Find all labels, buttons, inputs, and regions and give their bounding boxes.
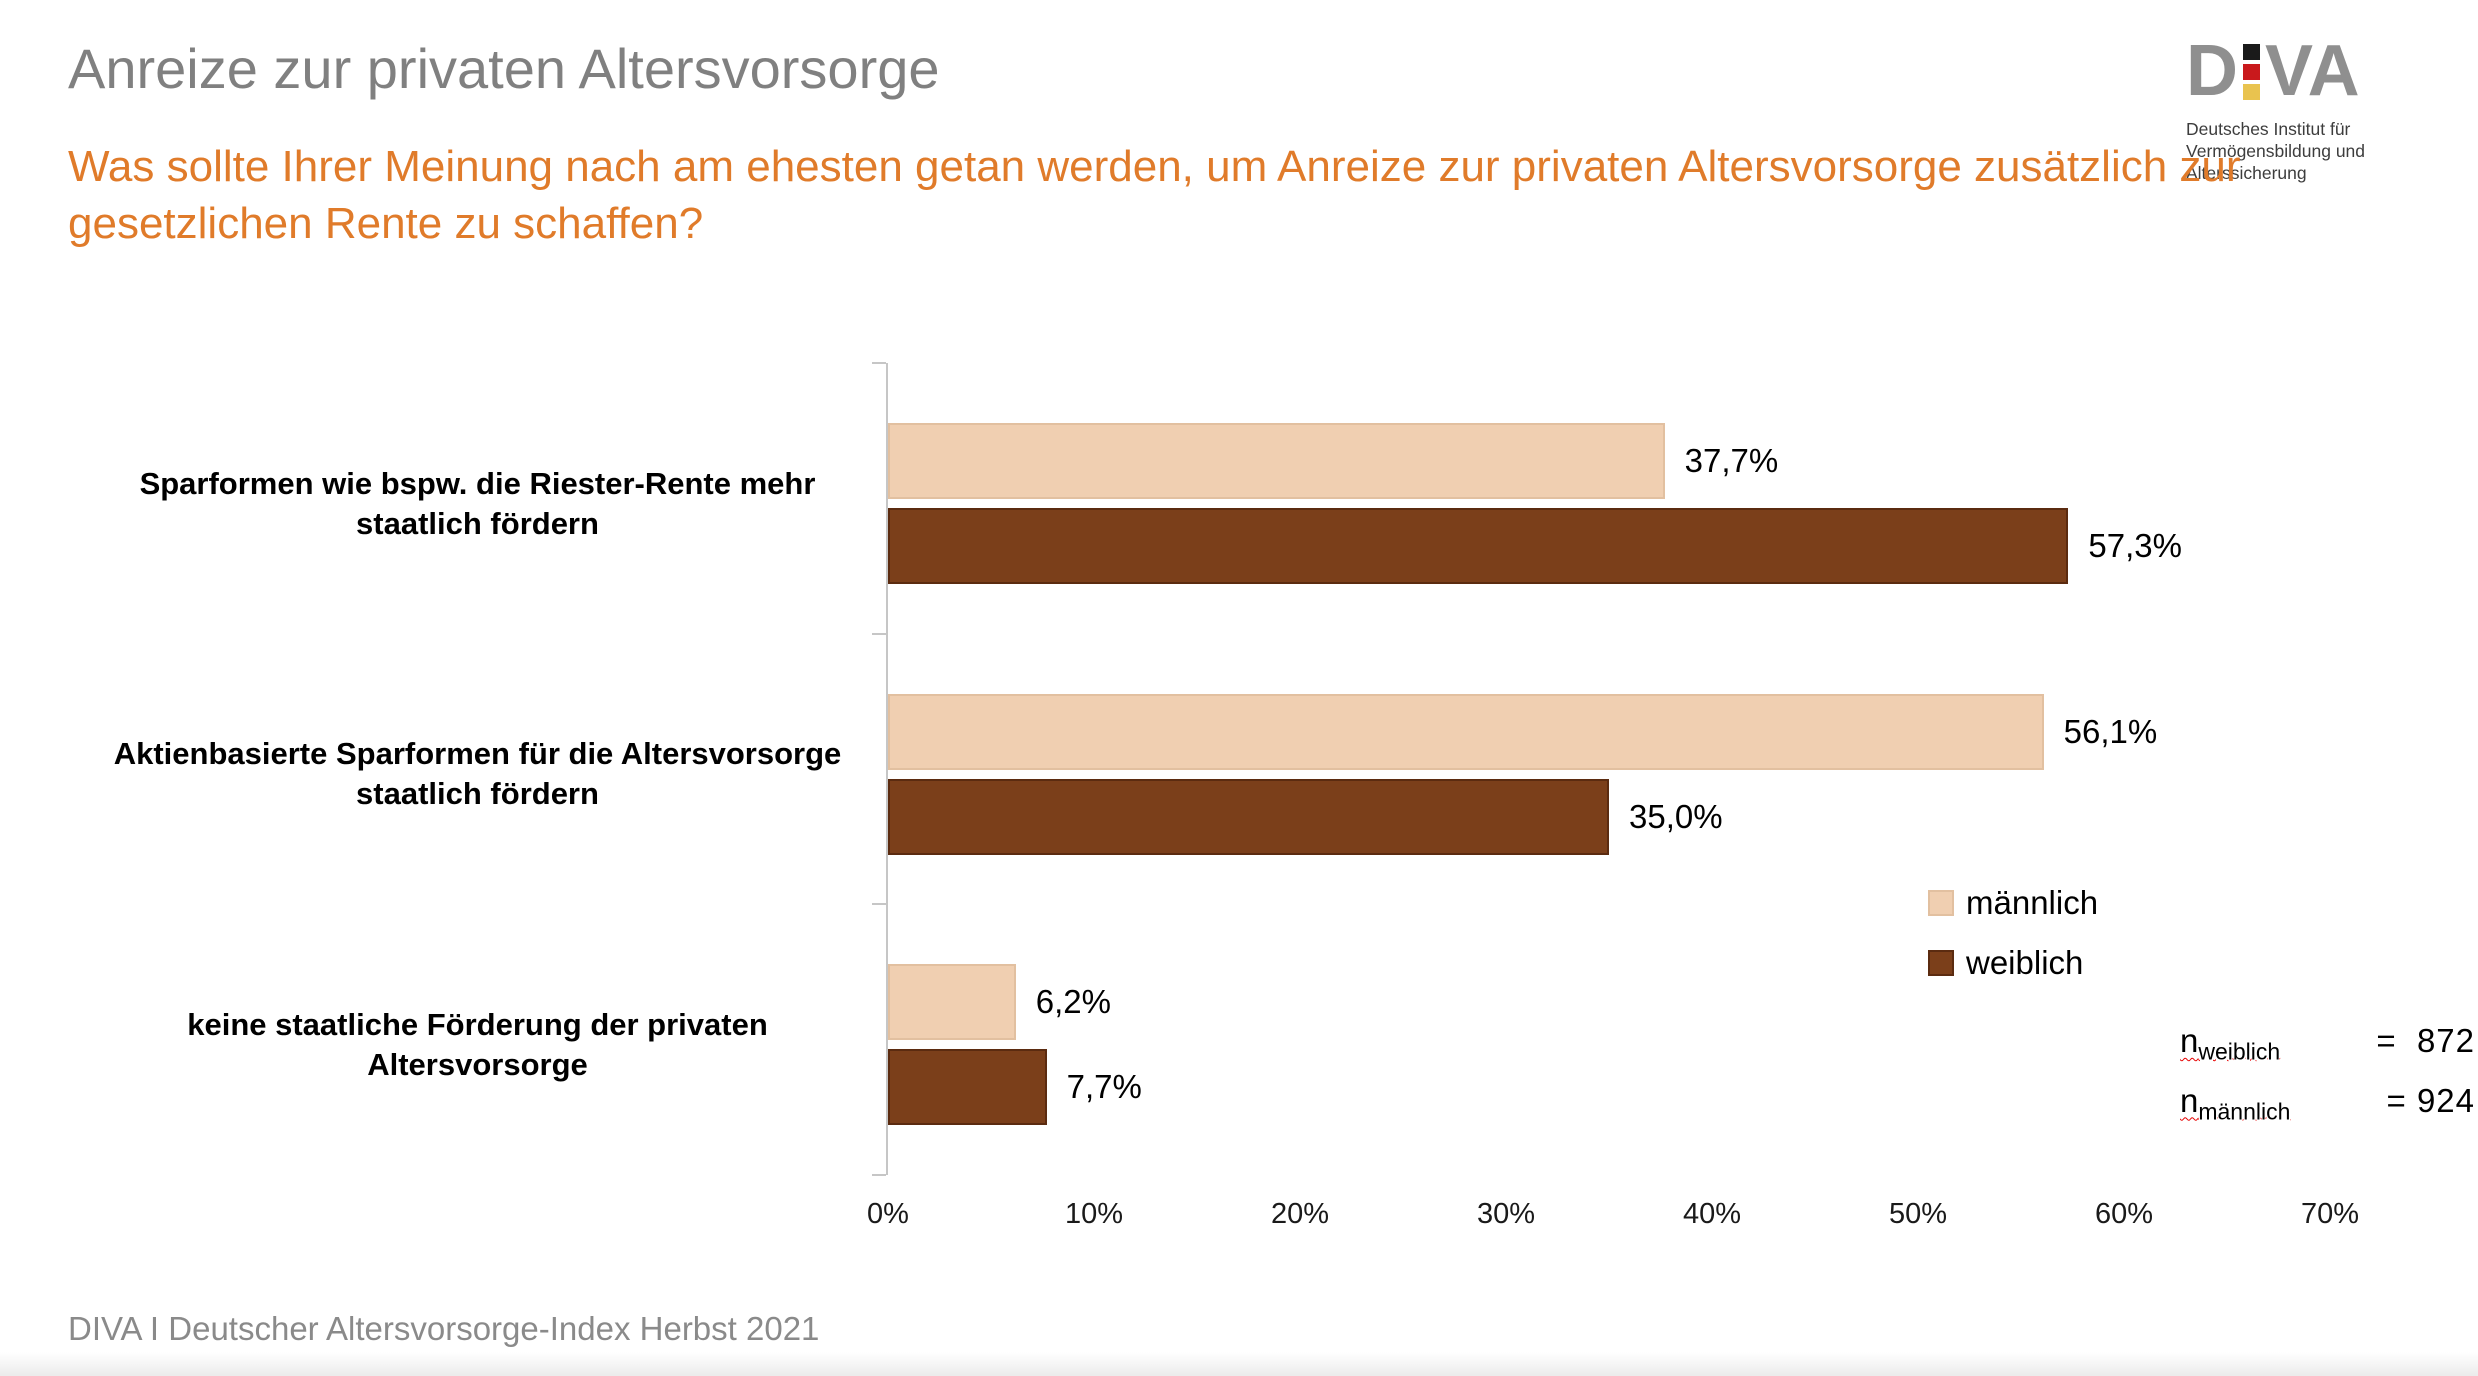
n-weiblich-symbol: nweiblich	[2180, 1022, 2281, 1065]
legend-swatch-weiblich	[1928, 950, 1954, 976]
n-maennlich-symbol: nmännlich	[2180, 1081, 2291, 1125]
category-label-1: Aktienbasierte Sparformen für die Alters…	[113, 736, 842, 812]
value-label-männlich-2: 6,2%	[1035, 983, 1111, 1021]
page-title: Anreize zur privaten Altersvorsorge	[68, 37, 940, 100]
legend-item-weiblich: weiblich	[1928, 944, 2098, 982]
value-label-männlich-1: 56,1%	[2063, 712, 2158, 750]
footer-source: DIVA I Deutscher Altersvorsorge-Index He…	[68, 1310, 820, 1347]
diva-logo: D VA Deutsches Institut für Vermögensbil…	[2186, 31, 2476, 184]
n-maennlich-value: = 924	[2386, 1081, 2475, 1119]
slide-bottom-shade	[0, 1352, 2478, 1376]
value-label-weiblich-1: 35,0%	[1629, 797, 1723, 835]
bar-weiblich-0	[888, 508, 2069, 584]
x-tick-label-30: 30%	[1476, 1198, 1536, 1230]
y-axis-line	[886, 363, 888, 1175]
sample-size-maennlich: nmännlich = 924	[2180, 1082, 2475, 1126]
bar-männlich-1	[888, 693, 2044, 770]
x-tick-label-50: 50%	[1888, 1198, 1948, 1230]
flag-square-red	[2243, 64, 2260, 80]
bar-weiblich-1	[888, 778, 1609, 855]
diva-wordmark: D VA	[2186, 31, 2476, 111]
legend: männlich weiblich	[1928, 884, 2098, 982]
value-label-weiblich-2: 7,7%	[1066, 1068, 1142, 1106]
y-axis-tick-2	[872, 903, 886, 906]
value-label-weiblich-0: 57,3%	[2088, 527, 2182, 564]
german-flag-icon	[2243, 44, 2260, 100]
legend-label-weiblich: weiblich	[1966, 944, 2084, 981]
legend-item-maennlich: männlich	[1928, 884, 2098, 922]
y-axis-tick-1	[872, 632, 886, 635]
logo-letters-va: VA	[2265, 31, 2360, 111]
category-label-0: Sparformen wie bspw. die Riester-Rente m…	[139, 465, 816, 541]
legend-label-maennlich: männlich	[1966, 884, 2099, 921]
x-tick-label-10: 10%	[1064, 1198, 1124, 1230]
legend-swatch-maennlich	[1928, 890, 1954, 916]
x-tick-label-20: 20%	[1270, 1198, 1330, 1230]
flag-square-black	[2243, 44, 2260, 60]
sample-size-weiblich: nweiblich = 872	[2180, 1022, 2475, 1066]
logo-letter-d: D	[2186, 31, 2238, 111]
flag-square-gold	[2243, 84, 2260, 100]
n-weiblich-value: = 872	[2376, 1022, 2475, 1059]
x-tick-label-0: 0%	[867, 1198, 909, 1230]
bar-männlich-0	[888, 423, 1665, 499]
y-axis-tick-0	[872, 362, 886, 364]
survey-question: Was sollte Ihrer Meinung nach am ehesten…	[68, 142, 2241, 248]
sample-sizes: nweiblich = 872 nmännlich = 924	[2180, 1022, 2475, 1125]
logo-subtitle: Deutsches Institut für Vermögensbildung …	[2186, 119, 2366, 183]
x-tick-label-70: 70%	[2300, 1198, 2360, 1230]
value-label-männlich-0: 37,7%	[1684, 442, 1779, 479]
y-axis-tick-3	[872, 1174, 886, 1176]
x-tick-label-40: 40%	[1682, 1198, 1742, 1230]
bar-weiblich-2	[888, 1049, 1047, 1126]
category-label-2: keine staatliche Förderung der privaten …	[187, 1006, 768, 1082]
bar-männlich-2	[888, 964, 1016, 1041]
x-tick-label-60: 60%	[2094, 1198, 2154, 1230]
